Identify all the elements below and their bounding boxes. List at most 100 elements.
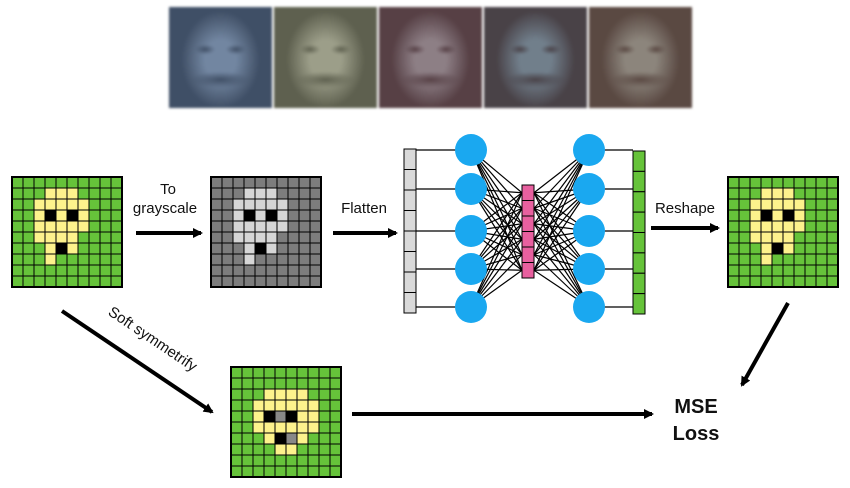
original-pixel-cell xyxy=(77,275,90,288)
reconstructed-pixel-cell xyxy=(749,275,762,288)
original-pixel-cell xyxy=(99,275,112,288)
grayscale-pixel-cell xyxy=(265,242,278,255)
grayscale-pixel-cell xyxy=(221,253,234,266)
original-pixel-cell xyxy=(99,253,112,266)
reconstructed-pixel-cell xyxy=(749,220,762,233)
grayscale-pixel-cell xyxy=(276,198,289,211)
reconstructed-pixel-cell xyxy=(749,231,762,244)
grayscale-pixel-cell xyxy=(287,253,300,266)
symmetrified-pixel-cell xyxy=(329,454,342,467)
symmetrified-pixel-cell xyxy=(230,410,243,423)
grayscale-pixel-cell xyxy=(276,242,289,255)
symmetrified-pixel-cell xyxy=(241,432,254,445)
symmetrified-pixel-cell xyxy=(263,366,276,379)
grayscale-pixel-cell xyxy=(298,220,311,233)
grayscale-pixel-cell xyxy=(210,231,223,244)
reconstructed-pixel-cell xyxy=(782,275,795,288)
latent-vector-cell xyxy=(521,231,535,248)
symmetrified-pixel-cell xyxy=(285,454,298,467)
symmetrified-pixel-cell xyxy=(241,399,254,412)
grayscale-pixel-cell xyxy=(232,220,245,233)
grayscale-pixel-cell xyxy=(309,220,322,233)
symmetrified-pixel-cell xyxy=(296,377,309,390)
symmetrified-pixel-cell xyxy=(285,399,298,412)
original-pixel-cell xyxy=(22,198,35,211)
reconstructed-pixel-cell xyxy=(727,220,740,233)
reconstructed-pixel-cell xyxy=(782,264,795,277)
grayscale-pixel-cell xyxy=(309,253,322,266)
symmetrified-pixel-cell xyxy=(241,454,254,467)
decoder-node xyxy=(573,291,605,323)
grayscale-pixel-cell xyxy=(210,198,223,211)
reconstructed-pixel-cell xyxy=(749,264,762,277)
original-pixel-cell xyxy=(55,220,68,233)
original-pixel-cell xyxy=(55,264,68,277)
symmetrified-pixel-cell xyxy=(318,421,331,434)
symmetrified-pixel-cell xyxy=(252,410,265,423)
mse-loss-label-line1: MSE xyxy=(674,396,717,418)
grayscale-pixel-cell xyxy=(254,264,267,277)
original-pixel-cell xyxy=(66,264,79,277)
symmetrified-pixel-cell xyxy=(263,443,276,456)
grayscale-pixel-cell xyxy=(210,264,223,277)
reconstructed-pixel-cell xyxy=(738,220,751,233)
symmetrified-pixel-cell xyxy=(252,399,265,412)
symmetrified-pixel-cell xyxy=(252,443,265,456)
original-pixel-cell xyxy=(77,253,90,266)
reconstructed-pixel-cell xyxy=(793,264,806,277)
grayscale-pixel-cell xyxy=(265,253,278,266)
output-vector-cell xyxy=(632,252,646,274)
original-pixel-cell xyxy=(44,209,57,222)
original-pixel-cell xyxy=(11,198,24,211)
original-pixel-cell xyxy=(22,253,35,266)
original-pixel-cell xyxy=(22,264,35,277)
face-thumbnail-1 xyxy=(169,7,272,108)
symmetrified-pixel-cell xyxy=(252,432,265,445)
symmetrified-pixel-cell xyxy=(307,465,320,478)
decoder-node xyxy=(573,134,605,166)
symmetrified-pixel-cell xyxy=(318,443,331,456)
original-pixel-cell xyxy=(33,253,46,266)
grayscale-pixel-cell xyxy=(265,264,278,277)
original-pixel-cell xyxy=(11,231,24,244)
reconstructed-pixel-grid xyxy=(727,176,839,288)
original-pixel-cell xyxy=(44,253,57,266)
grayscale-pixel-cell xyxy=(243,253,256,266)
grayscale-pixel-cell xyxy=(232,231,245,244)
symmetrified-pixel-cell xyxy=(241,443,254,456)
original-pixel-cell xyxy=(55,275,68,288)
symmetrified-pixel-cell xyxy=(252,366,265,379)
reconstructed-pixel-cell xyxy=(793,176,806,189)
symmetrified-pixel-cell xyxy=(274,366,287,379)
reconstructed-pixel-cell xyxy=(738,231,751,244)
reconstructed-pixel-cell xyxy=(727,187,740,200)
input-vector-cell xyxy=(403,271,417,293)
original-pixel-cell xyxy=(66,187,79,200)
symmetrified-pixel-cell xyxy=(285,465,298,478)
original-pixel-cell xyxy=(33,220,46,233)
symmetrified-pixel-cell xyxy=(241,465,254,478)
original-pixel-cell xyxy=(33,264,46,277)
latent-vector-cell xyxy=(521,184,535,201)
original-pixel-cell xyxy=(99,176,112,189)
original-pixel-cell xyxy=(33,231,46,244)
reconstructed-pixel-cell xyxy=(771,176,784,189)
latent-to-decoder-connection xyxy=(533,207,590,308)
reconstructed-pixel-cell xyxy=(760,275,773,288)
original-pixel-cell xyxy=(110,176,123,189)
original-pixel-cell xyxy=(33,187,46,200)
symmetrified-pixel-cell xyxy=(230,465,243,478)
grayscale-pixel-cell xyxy=(243,198,256,211)
reconstructed-pixel-cell xyxy=(771,220,784,233)
grayscale-pixel-cell xyxy=(221,242,234,255)
symmetrified-pixel-cell xyxy=(329,443,342,456)
original-pixel-cell xyxy=(66,231,79,244)
symmetrified-pixel-cell xyxy=(252,465,265,478)
grayscale-pixel-cell xyxy=(254,198,267,211)
grayscale-pixel-cell xyxy=(243,187,256,200)
symmetrified-pixel-cell xyxy=(318,432,331,445)
symmetrified-pixel-cell xyxy=(318,377,331,390)
symmetrified-pixel-cell xyxy=(307,454,320,467)
original-pixel-cell xyxy=(99,220,112,233)
reconstructed-pixel-cell xyxy=(749,253,762,266)
